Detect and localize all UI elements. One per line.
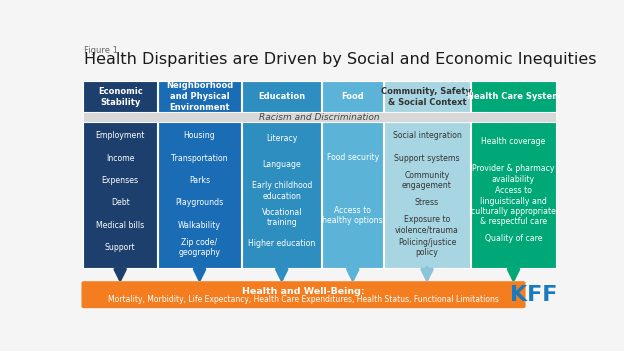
Text: Health and Well-Being:: Health and Well-Being: — [242, 287, 365, 296]
Text: Employment: Employment — [95, 131, 145, 140]
Text: Zip code/
geography: Zip code/ geography — [178, 238, 220, 257]
Text: Expenses: Expenses — [102, 176, 139, 185]
Text: Vocational
training: Vocational training — [261, 208, 302, 227]
Text: Education: Education — [258, 92, 305, 101]
Text: Literacy: Literacy — [266, 134, 298, 143]
Text: Access to
healthy options: Access to healthy options — [323, 206, 383, 225]
Text: Community, Safety,
& Social Context: Community, Safety, & Social Context — [381, 87, 474, 107]
Text: Higher education: Higher education — [248, 239, 315, 249]
Text: Transportation: Transportation — [171, 153, 228, 163]
Bar — [384, 81, 470, 112]
Bar — [384, 122, 470, 268]
Text: Income: Income — [106, 153, 134, 163]
Text: Health Care System: Health Care System — [467, 92, 560, 101]
Text: Health Disparities are Driven by Social and Economic Inequities: Health Disparities are Driven by Social … — [84, 52, 597, 67]
Text: Economic
Stability: Economic Stability — [98, 87, 142, 107]
Text: Language: Language — [262, 160, 301, 169]
FancyBboxPatch shape — [82, 281, 525, 308]
Text: Food security: Food security — [326, 153, 379, 161]
Bar — [158, 81, 241, 112]
Text: Racism and Discrimination: Racism and Discrimination — [260, 113, 380, 122]
Text: Playgrounds: Playgrounds — [175, 198, 223, 207]
Text: Support: Support — [105, 243, 135, 252]
Text: Social integration: Social integration — [392, 131, 462, 140]
Text: Figure 1: Figure 1 — [84, 46, 118, 55]
Text: Quality of care: Quality of care — [485, 234, 542, 243]
Text: Mortality, Morbidity, Life Expectancy, Health Care Expenditures, Health Status, : Mortality, Morbidity, Life Expectancy, H… — [108, 295, 499, 304]
Text: KFF: KFF — [510, 285, 557, 305]
Bar — [84, 112, 556, 122]
Text: Early childhood
education: Early childhood education — [251, 181, 312, 201]
Text: Support systems: Support systems — [394, 153, 460, 163]
Bar — [471, 122, 556, 268]
Text: Walkability: Walkability — [178, 221, 221, 230]
Text: Debt: Debt — [111, 198, 130, 207]
Text: Neighborhood
and Physical
Environment: Neighborhood and Physical Environment — [166, 81, 233, 112]
Text: Parks: Parks — [189, 176, 210, 185]
Bar — [471, 81, 556, 112]
Bar — [323, 81, 383, 112]
Bar — [158, 122, 241, 268]
Bar — [323, 122, 383, 268]
Text: Policing/justice
policy: Policing/justice policy — [398, 238, 456, 257]
Text: Access to
linguistically and
culturally appropriate
& respectful care: Access to linguistically and culturally … — [471, 186, 556, 226]
Bar — [84, 122, 157, 268]
Bar — [84, 81, 157, 112]
Text: Food: Food — [341, 92, 364, 101]
Text: Stress: Stress — [415, 198, 439, 207]
Bar — [242, 122, 321, 268]
Text: Health coverage: Health coverage — [481, 137, 546, 146]
Text: Community
engagement: Community engagement — [402, 171, 452, 190]
Text: Medical bills: Medical bills — [96, 221, 144, 230]
Text: Housing: Housing — [183, 131, 215, 140]
Bar — [242, 81, 321, 112]
Text: Provider & pharmacy
availability: Provider & pharmacy availability — [472, 164, 555, 184]
Text: Exposure to
violence/trauma: Exposure to violence/trauma — [395, 216, 459, 235]
